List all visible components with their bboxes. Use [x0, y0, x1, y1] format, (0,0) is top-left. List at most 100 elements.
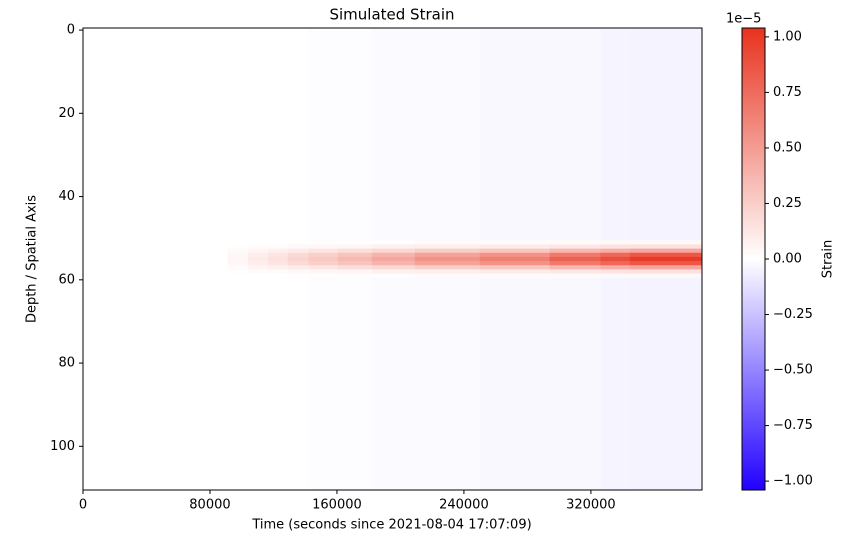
heatmap-cell [267, 256, 289, 262]
y-tick-label: 0 [67, 23, 75, 38]
heatmap-cell [83, 28, 228, 241]
heatmap-cell [479, 269, 551, 275]
heatmap-cell [479, 240, 551, 245]
heatmap-cell [337, 269, 373, 275]
heatmap-cell [337, 256, 373, 262]
heatmap-cell [83, 261, 228, 266]
heatmap-cell [629, 265, 703, 270]
heatmap-cell [371, 277, 416, 491]
heatmap-cell [371, 261, 416, 266]
colorbar-tick-label: 1.00 [773, 29, 802, 44]
heatmap-cell [308, 277, 339, 491]
y-tick-label: 40 [58, 189, 75, 204]
heatmap-cell [479, 265, 551, 270]
heatmap-cell [227, 269, 249, 275]
heatmap-cell [337, 252, 373, 258]
heatmap-cell [267, 265, 289, 270]
heatmap-cell [83, 240, 228, 245]
heatmap-cell [337, 28, 373, 241]
heatmap-cell [337, 240, 373, 245]
x-tick-label: 240000 [439, 498, 489, 513]
heatmap-cell [414, 261, 481, 266]
heatmap-cell [308, 269, 339, 275]
heatmap-cell [248, 244, 269, 250]
heatmap-cell [248, 240, 269, 245]
heatmap-cell [600, 256, 631, 262]
x-tick-label: 0 [79, 498, 87, 513]
heatmap-cell [371, 28, 416, 241]
heatmap-cell [83, 265, 228, 270]
heatmap-cell [337, 244, 373, 250]
heatmap-cell [629, 240, 703, 245]
y-tick-label: 80 [58, 356, 75, 371]
heatmap-cell [600, 269, 631, 275]
heatmap-cell [308, 256, 339, 262]
heatmap-cell [414, 277, 481, 491]
heatmap-cell [267, 261, 289, 266]
heatmap-cell [337, 273, 373, 279]
x-tick-label: 80000 [189, 498, 230, 513]
heatmap-cell [371, 269, 416, 275]
heatmap-cell [629, 277, 703, 491]
heatmap-cell [629, 273, 703, 279]
heatmap-cell [267, 277, 289, 491]
plot-frame [82, 27, 703, 491]
heatmap-cell [414, 252, 481, 258]
heatmap-cell [248, 252, 269, 258]
heatmap-cell [414, 248, 481, 254]
heatmap-cell [267, 28, 289, 241]
heatmap-cell [629, 252, 703, 258]
heatmap-cell [600, 240, 631, 245]
heatmap-cell [600, 273, 631, 279]
colorbar-tick-label: 0.50 [773, 140, 802, 155]
heatmap-cell [287, 256, 309, 262]
y-axis-label: Depth / Spatial Axis [25, 195, 40, 323]
heatmap-cell [227, 277, 249, 491]
heatmap-cell [248, 273, 269, 279]
heatmap-cell [479, 252, 551, 258]
heatmap-cell [287, 240, 309, 245]
y-tick-label: 100 [50, 439, 75, 454]
heatmap-cell [287, 261, 309, 266]
heatmap-cell [600, 244, 631, 250]
heatmap-cell [83, 248, 228, 254]
heatmap-cell [267, 273, 289, 279]
heatmap-cell [248, 248, 269, 254]
heatmap-cell [549, 265, 601, 270]
heatmap-cell [227, 248, 249, 254]
heatmap-cell [227, 265, 249, 270]
heatmap-cell [629, 269, 703, 275]
heatmap-cell [337, 248, 373, 254]
heatmap-cell [600, 28, 631, 241]
heatmap-cell [549, 273, 601, 279]
colorbar-tick-label: 0.00 [773, 252, 802, 267]
heatmap-cell [83, 273, 228, 279]
heatmap-cell [414, 244, 481, 250]
heatmap-cell [308, 244, 339, 250]
heatmap-cell [267, 244, 289, 250]
colorbar-tick-label: 0.75 [773, 85, 802, 100]
heatmap-cell [549, 240, 601, 245]
heatmap-cell [549, 277, 601, 491]
heatmap-cell [549, 248, 601, 254]
heatmap-cell [371, 248, 416, 254]
heatmap-cell [549, 244, 601, 250]
y-tick-label: 20 [58, 106, 75, 121]
heatmap-cell [371, 252, 416, 258]
colorbar [741, 27, 766, 491]
heatmap-cell [337, 277, 373, 491]
heatmap-cell [549, 28, 601, 241]
heatmap-cell [287, 265, 309, 270]
heatmap-cell [308, 273, 339, 279]
x-tick-label: 320000 [566, 498, 616, 513]
heatmap-cell [479, 248, 551, 254]
heatmap-cell [287, 252, 309, 258]
heatmap-cell [371, 273, 416, 279]
colorbar-tick-label: −1.00 [773, 474, 813, 489]
heatmap-cell [287, 28, 309, 241]
heatmap-cell [549, 256, 601, 262]
heatmap-cell [227, 273, 249, 279]
heatmap-cell [479, 277, 551, 491]
heatmap-cell [248, 277, 269, 491]
